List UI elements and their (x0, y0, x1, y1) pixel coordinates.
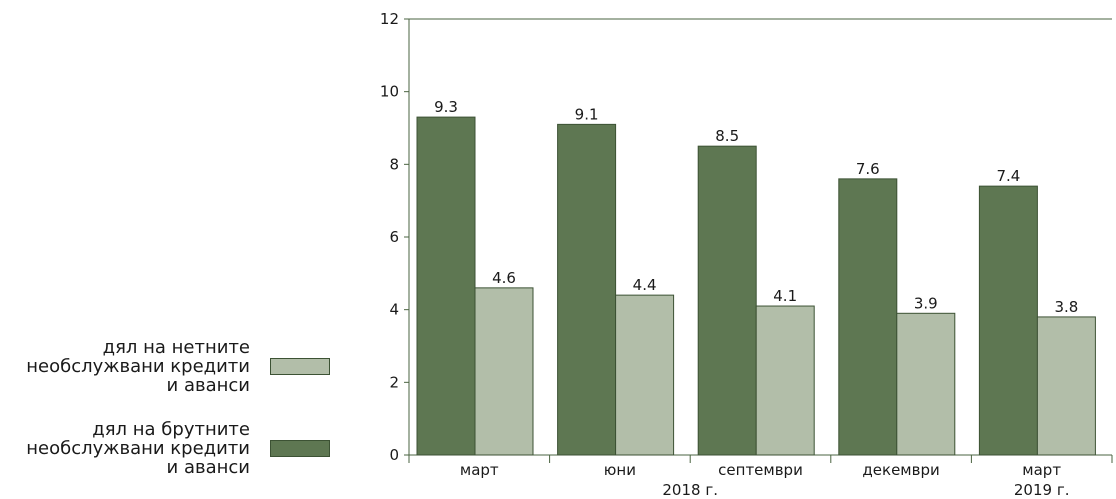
legend-swatch-gross (270, 440, 330, 457)
y-tick-label: 4 (389, 301, 399, 319)
y-tick-label: 10 (380, 83, 399, 101)
x-tick-label: септември (718, 461, 803, 479)
bar-net (896, 312, 956, 456)
x-group-label: 2018 г. (662, 481, 718, 499)
y-tick-label: 0 (389, 446, 399, 464)
data-label-net: 4.1 (773, 287, 797, 305)
data-label-net: 4.4 (633, 276, 657, 294)
data-label-net: 3.8 (1054, 298, 1078, 316)
bar-gross (557, 123, 617, 456)
data-label-gross: 7.6 (856, 160, 880, 178)
bar-gross (697, 145, 757, 456)
legend-swatch-net (270, 358, 330, 375)
x-tick-label: март (460, 461, 499, 479)
data-label-net: 4.6 (492, 269, 516, 287)
bar-net (1036, 316, 1096, 456)
bar-gross (416, 116, 476, 456)
data-label-gross: 9.3 (434, 98, 458, 116)
data-label-gross: 9.1 (575, 105, 599, 123)
bar-net (615, 294, 675, 456)
legend-item-net: дял на нетните необслужвани кредити и ав… (0, 338, 330, 395)
y-tick-label: 12 (380, 10, 399, 28)
bar-net (755, 305, 815, 456)
bar-gross (978, 185, 1038, 456)
data-label-net: 3.9 (914, 294, 938, 312)
y-tick-label: 6 (389, 228, 399, 246)
legend-label-net: дял на нетните необслужвани кредити и ав… (26, 337, 250, 396)
bar-net (474, 287, 534, 456)
data-label-gross: 8.5 (715, 127, 739, 145)
y-tick-label: 8 (389, 155, 399, 173)
x-tick-label: юни (604, 461, 636, 479)
x-group-label: 2019 г. (1014, 481, 1070, 499)
legend-item-gross: дял на брутните необслужвани кредити и а… (0, 420, 330, 477)
x-tick-label: март (1022, 461, 1061, 479)
y-tick-label: 2 (389, 373, 399, 391)
legend-label-gross: дял на брутните необслужвани кредити и а… (26, 419, 250, 478)
x-tick-label: декември (862, 461, 939, 479)
bar-gross (838, 178, 898, 456)
data-label-gross: 7.4 (996, 167, 1020, 185)
